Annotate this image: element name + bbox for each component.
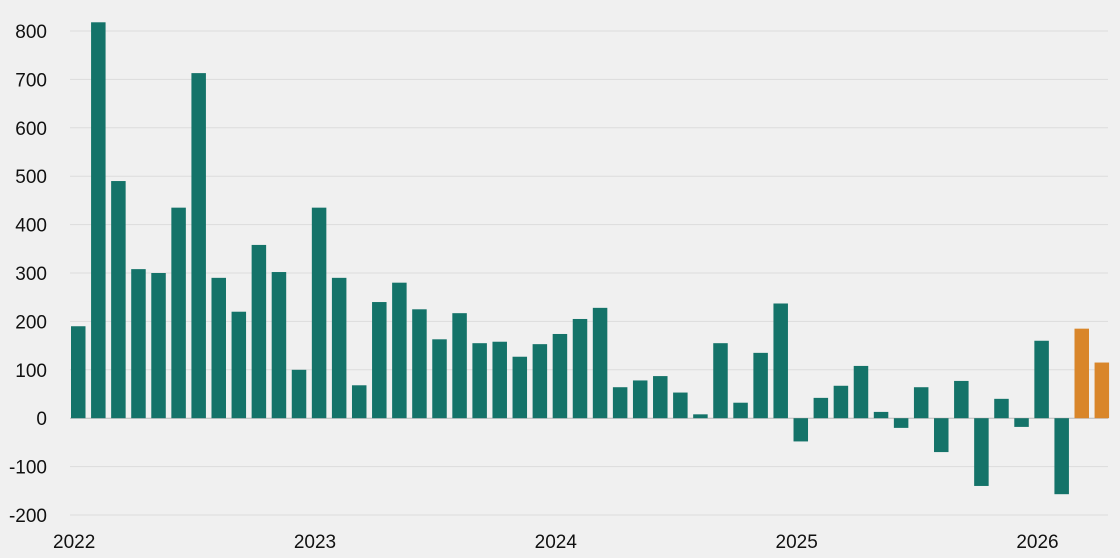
bar <box>733 402 748 419</box>
bar <box>753 352 768 419</box>
bar <box>653 376 668 419</box>
bar <box>833 385 849 419</box>
bar <box>813 397 829 419</box>
y-tick-label: 500 <box>15 167 47 188</box>
bar <box>432 339 447 419</box>
bar <box>994 398 1009 419</box>
bar <box>853 365 869 419</box>
bar <box>934 418 949 453</box>
bar <box>632 380 648 419</box>
bar-projected <box>1094 362 1110 419</box>
x-tick-label: 2024 <box>535 532 578 553</box>
bar <box>151 273 166 419</box>
bar <box>171 207 186 419</box>
y-tick-label: 100 <box>15 361 47 382</box>
bar <box>1014 418 1029 427</box>
y-tick-label: 300 <box>15 264 47 285</box>
x-tick-label: 2025 <box>776 532 818 553</box>
bar <box>572 318 588 419</box>
bar <box>311 207 327 419</box>
bar <box>251 244 267 419</box>
bar <box>372 302 387 419</box>
bar <box>693 414 708 419</box>
y-tick-label: 0 <box>36 409 47 430</box>
bar <box>532 344 548 419</box>
x-tick-label: 2023 <box>294 532 336 553</box>
y-tick-label: -200 <box>9 506 47 527</box>
x-tick-label: 2026 <box>1016 532 1058 553</box>
x-axis-tick-labels: 2022 2023 2024 2025 2026 <box>53 532 1059 553</box>
bar <box>472 343 487 419</box>
bar <box>412 309 427 419</box>
bar <box>1054 418 1069 495</box>
bar <box>492 341 507 419</box>
bar <box>773 303 788 419</box>
bar <box>231 311 247 419</box>
x-tick-label: 2022 <box>53 532 95 553</box>
bar <box>592 307 608 419</box>
y-tick-label: 700 <box>15 70 47 91</box>
bars <box>71 22 1110 495</box>
bar <box>954 380 969 419</box>
bar <box>552 333 568 419</box>
bar <box>71 326 86 419</box>
bar <box>673 392 688 419</box>
bar <box>1034 340 1049 419</box>
bar <box>612 387 628 419</box>
bar <box>913 387 929 419</box>
bar <box>91 22 106 419</box>
bar <box>291 369 307 419</box>
bar <box>211 277 226 419</box>
bar <box>893 418 909 428</box>
bar <box>512 356 528 419</box>
y-axis-tick-labels: 800 700 600 500 400 300 200 100 0 -100 -200 <box>9 22 47 527</box>
y-tick-label: 200 <box>15 312 47 333</box>
y-tick-label: 600 <box>15 119 47 140</box>
bar <box>392 282 407 419</box>
bar <box>191 73 206 419</box>
bar <box>351 385 367 419</box>
bar-projected <box>1074 328 1089 419</box>
bar <box>111 181 126 419</box>
y-tick-label: -100 <box>9 458 47 479</box>
bar <box>452 313 467 419</box>
y-tick-label: 800 <box>15 22 47 43</box>
bar <box>713 343 728 419</box>
bar <box>793 418 809 442</box>
bar <box>271 272 287 419</box>
grid-lines <box>70 30 1108 516</box>
bar <box>131 269 146 419</box>
y-tick-label: 400 <box>15 216 47 237</box>
bar <box>974 418 989 486</box>
bar <box>873 411 889 419</box>
bar <box>331 277 347 419</box>
